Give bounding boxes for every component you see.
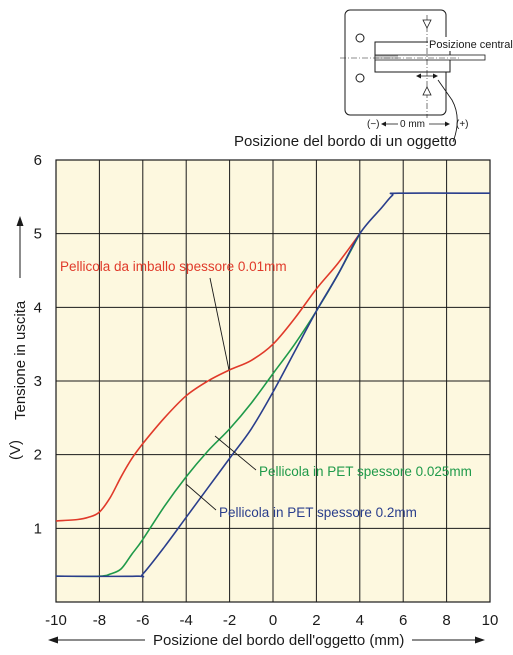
diagram-caption: Posizione del bordo di un oggetto (234, 133, 457, 150)
mount-hole-bottom (355, 73, 365, 83)
x-tick-label: -8 (93, 612, 106, 629)
series-line-0 (55, 233, 361, 522)
scale-zero: 0 mm (400, 119, 425, 130)
x-tick-label: -6 (136, 612, 149, 629)
x-tick-label: -10 (45, 612, 67, 629)
x-tick-label: 8 (442, 612, 450, 629)
x-tick-label: 0 (269, 612, 277, 629)
x-axis-arrow-left-head (48, 636, 58, 644)
x-tick-label: 6 (399, 612, 407, 629)
edge-arrow-left-head (416, 73, 421, 79)
y-tick-label: 4 (34, 299, 42, 316)
y-tick-label: 1 (34, 520, 42, 537)
x-tick-label: -2 (223, 612, 236, 629)
y-tick-label: 6 (34, 152, 42, 169)
object-film (374, 54, 486, 61)
leader-packaging-film (209, 277, 230, 371)
plot-frame (55, 159, 491, 603)
series-group (55, 192, 491, 578)
edge-arrow-right-head (433, 73, 438, 79)
center-marker-top (422, 19, 432, 29)
plot-area (55, 159, 491, 603)
x-tick-label: 4 (356, 612, 364, 629)
x-tick-label: -4 (180, 612, 193, 629)
y-tick-label: 5 (34, 226, 42, 243)
mount-hole-top (355, 33, 365, 43)
caption-leader (437, 79, 458, 143)
center-label-bg (428, 37, 513, 51)
y-axis-arrow-head (16, 216, 24, 226)
y-tick-label: 2 (34, 447, 42, 464)
x-axis-title: Posizione del bordo dell'oggetto (mm) (153, 632, 404, 649)
leader-pet-0025 (214, 435, 257, 471)
y-axis-unit: (V) (7, 440, 24, 460)
scale-negative: (−) (367, 119, 380, 130)
series-label-pet-02: Pellicola in PET spessore 0.2mm (219, 505, 417, 520)
y-axis-title: Tensione in uscita (12, 300, 29, 420)
x-tick-label: 2 (312, 612, 320, 629)
x-tick-labels: -10 -8 -6 -4 -2 0 2 4 6 8 10 (45, 612, 498, 629)
center-label: Posizione centrale (429, 39, 513, 51)
series-line-1 (55, 233, 361, 578)
scale-left-head (381, 121, 386, 127)
y-tick-label: 3 (34, 373, 42, 390)
x-axis-arrow-right-head (475, 636, 485, 644)
center-marker-bottom (422, 86, 432, 96)
series-line-2 (55, 192, 491, 578)
series-label-packaging-film: Pellicola da imballo spessore 0.01mm (60, 259, 287, 274)
y-tick-labels: 1 2 3 4 5 6 (34, 152, 42, 537)
leader-pet-02 (185, 483, 217, 511)
x-tick-label: 10 (482, 612, 499, 629)
series-label-pet-0025: Pellicola in PET spessore 0.025mm (259, 464, 472, 479)
sensor-diagram: Posizione centrale (−) 0 mm (+) Posizion… (234, 9, 513, 150)
scale-positive: (+) (456, 119, 469, 130)
scale-right-head (445, 121, 450, 127)
